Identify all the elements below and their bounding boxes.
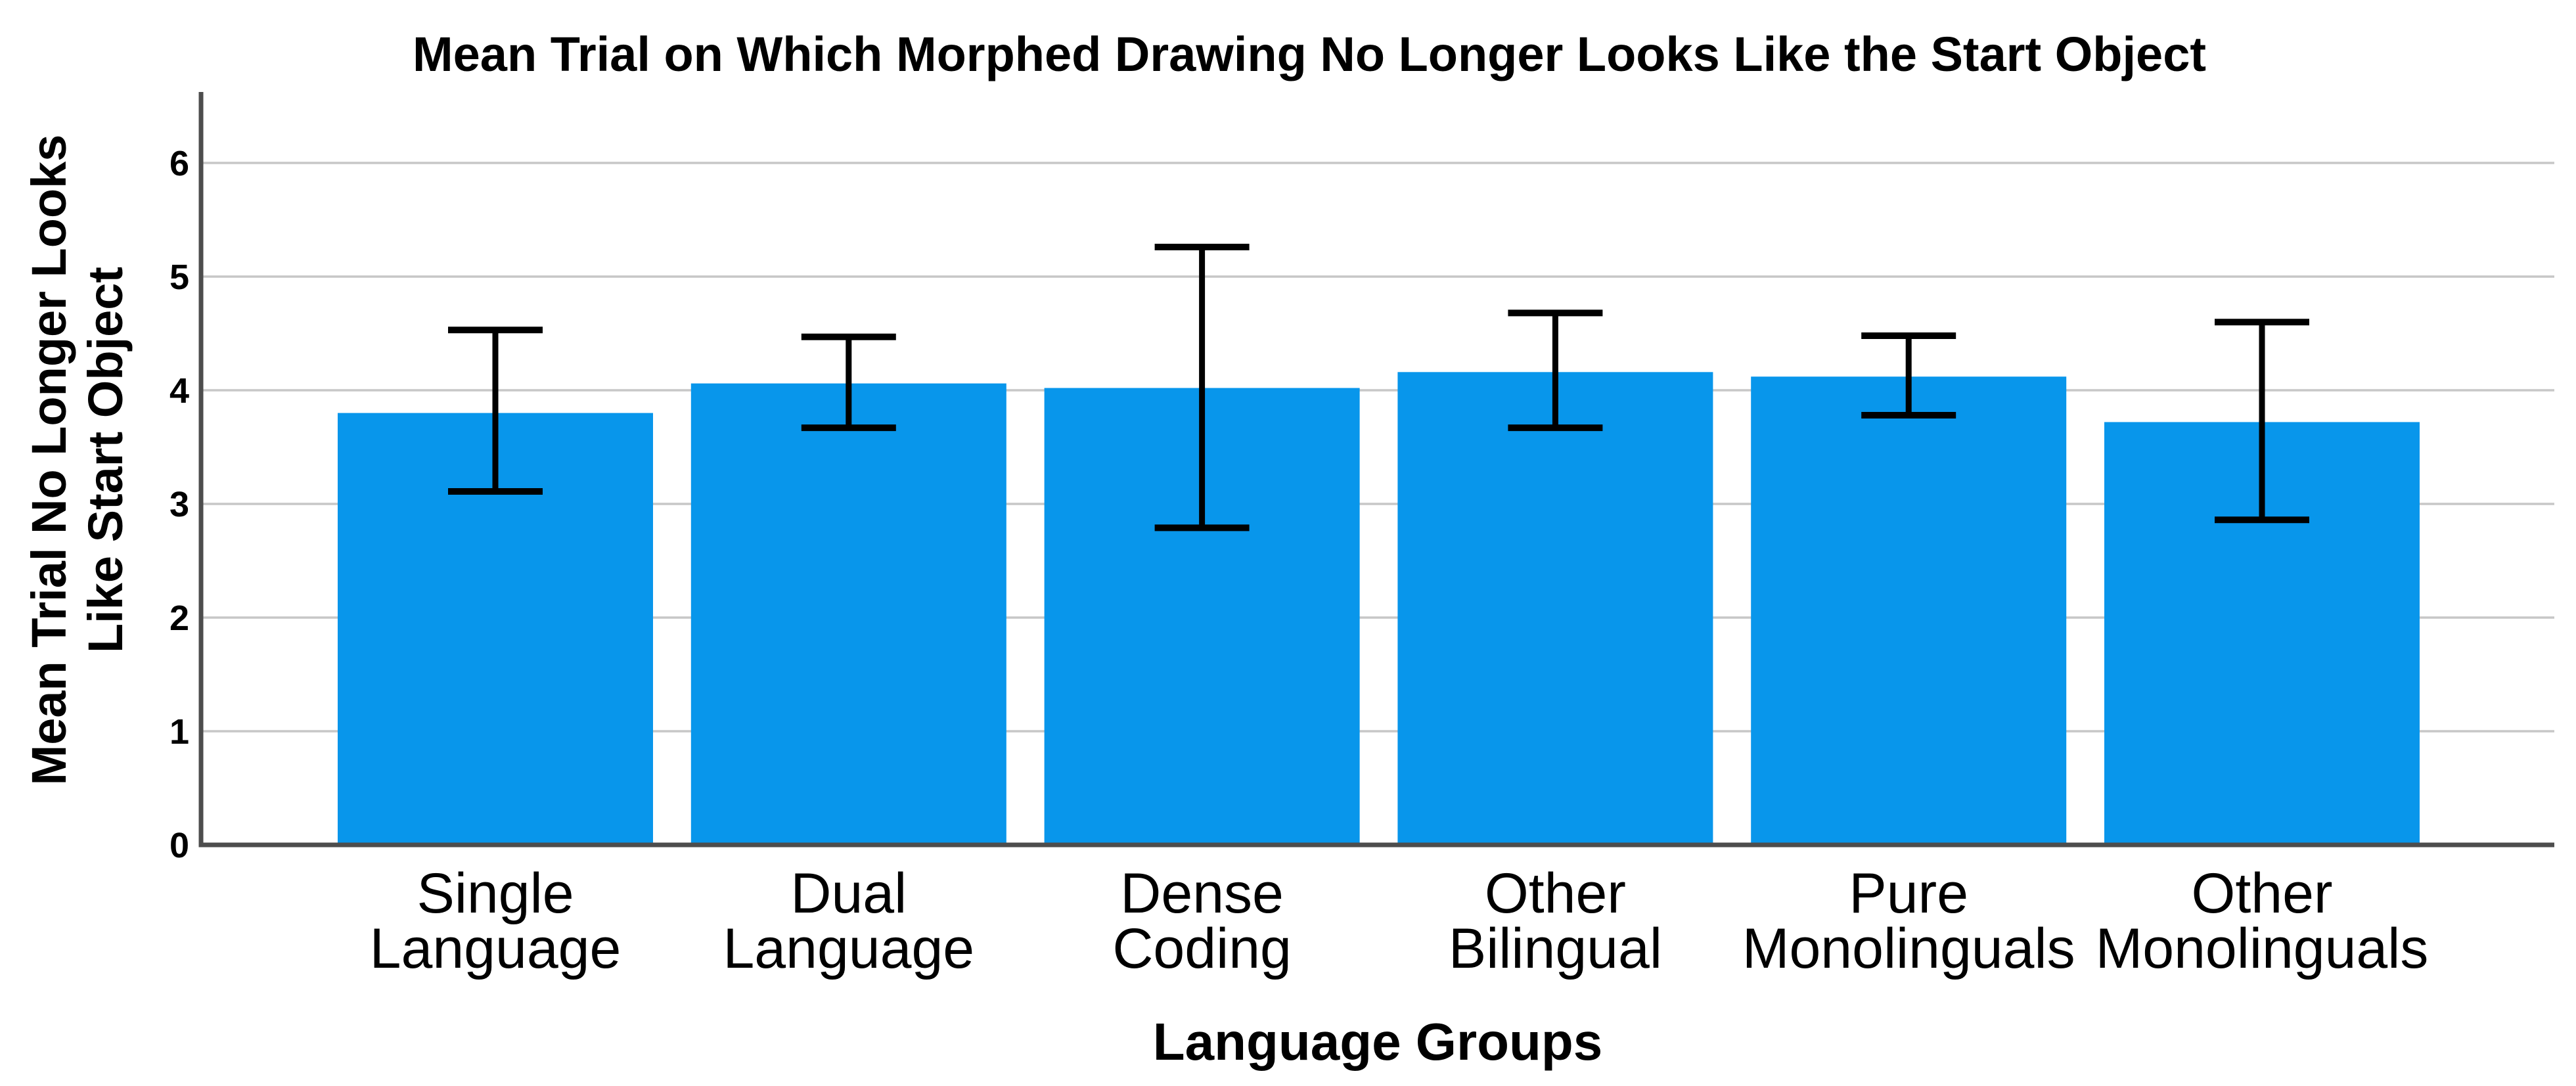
label-layer: 0 1 2 3 4 5 6 Single Language Dual Language Dense Co… <box>169 144 2428 980</box>
category-label-single-language: Single Language <box>370 862 621 980</box>
category-label-pure-monolinguals: Pure Monolinguals <box>1742 862 2075 980</box>
y-tick-label-0: 0 <box>169 826 189 865</box>
y-axis-title-line-1: Mean Trial No Longer Looks <box>22 135 76 786</box>
bar-dual-language <box>690 383 1006 845</box>
x-axis-title: Language Groups <box>1153 1012 1603 1071</box>
category-label-dual-language: Dual Language <box>723 862 974 980</box>
y-tick-label-2: 2 <box>169 599 189 638</box>
y-tick-label-5: 5 <box>169 258 189 297</box>
y-tick-label-6: 6 <box>169 144 189 183</box>
y-tick-label-1: 1 <box>169 712 189 752</box>
y-tick-label-4: 4 <box>169 371 189 411</box>
axis-layer <box>198 92 2554 848</box>
category-label-other-monolinguals: Other Monolinguals <box>2096 862 2429 980</box>
bar-layer <box>338 372 2420 845</box>
chart-title: Mean Trial on Which Morphed Drawing No L… <box>413 27 2206 81</box>
category-label-other-bilingual: Other Bilingual <box>1449 862 1662 980</box>
y-tick-label-3: 3 <box>169 485 189 524</box>
bar-pure-monolinguals <box>1751 376 2067 845</box>
y-axis-title-line-2: Like Start Object <box>78 267 133 653</box>
bar-other-bilingual <box>1397 372 1713 845</box>
category-label-dense-coding: Dense Coding <box>1112 862 1292 980</box>
error-bar-layer <box>448 244 2309 532</box>
